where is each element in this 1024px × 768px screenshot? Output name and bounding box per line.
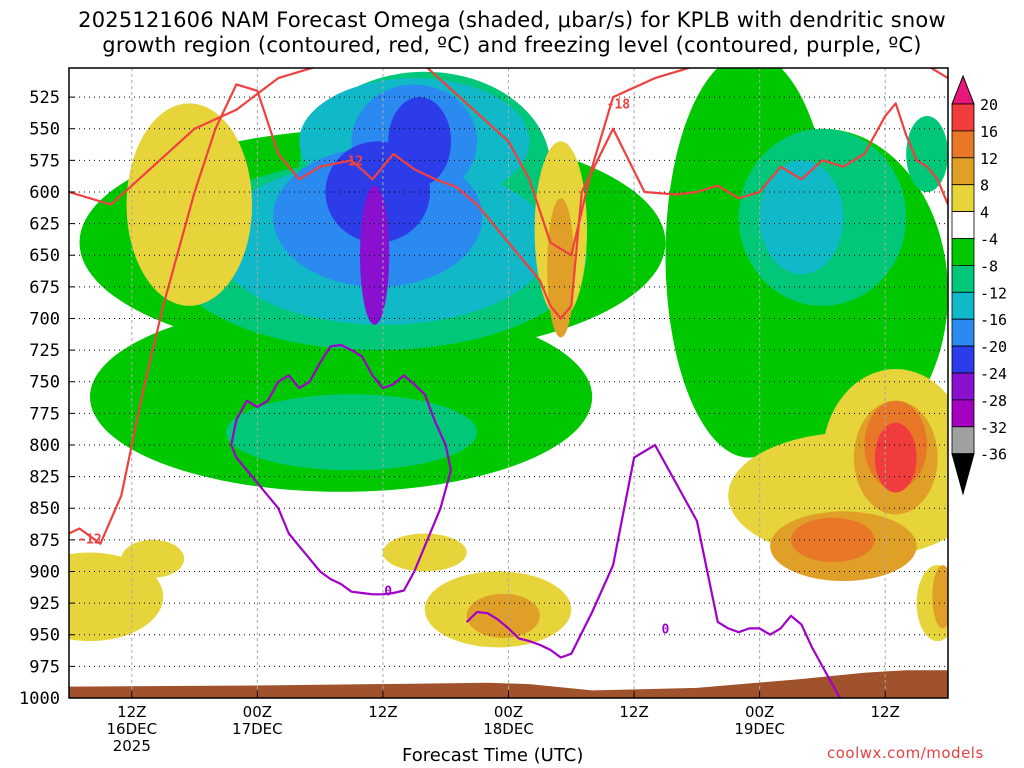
y-tick-label: 675 [29,278,60,298]
x-tick-label: 12Z [619,703,648,721]
omega-level-16 [874,422,917,493]
source-credit: coolwx.com/models [827,744,984,762]
chart-title-line-1: 2025121606 NAM Forecast Omega (shaded, μ… [78,8,946,32]
colorbar-swatch [951,372,975,401]
plot-area: -18 -12 -12 0 0 [69,68,948,698]
contour-label: 0 [384,584,392,599]
y-tick-label: 525 [29,88,60,108]
colorbar-label: 12 [980,150,998,168]
colorbar-swatch [951,184,975,212]
omega-blob [466,593,540,638]
y-tick-label: 700 [29,309,60,329]
y-tick-label: 975 [29,657,60,677]
colorbar-swatch [951,211,975,239]
y-tick-label: 550 [29,120,60,140]
colorbar-label: -8 [980,257,998,275]
colorbar-bottom-arrow [951,453,975,496]
contour--18C [69,68,948,257]
omega-blob [547,198,575,338]
colorbar-swatch [951,318,975,347]
contour-label: 0 [662,622,670,637]
colorbar-swatch [951,103,975,132]
omega-blob [759,160,844,275]
y-tick-label: 625 [29,215,60,235]
contour-label: -12 [340,154,363,169]
x-tick-label: 00Z [243,703,272,721]
x-tick-label: 12Z [368,703,397,721]
colorbar-swatch [951,157,975,186]
omega-blob [932,565,948,629]
contour-label: -12 [78,533,101,548]
omega-blob [874,422,917,493]
y-tick-label: 900 [29,562,60,582]
colorbar-top-arrow [951,74,975,105]
contour-freezing-level-1 [230,343,452,596]
x-tick-label: 2025 [113,737,151,755]
colorbar-swatch [951,399,975,428]
y-tick-label: 875 [29,531,60,551]
omega-blob [121,539,185,578]
colorbar-label: 16 [980,123,998,141]
colorbar-label: 4 [980,204,989,222]
contour-label: -18 [607,97,631,112]
y-tick-label: 575 [29,151,60,171]
y-tick-label: 600 [29,183,60,203]
colorbar-swatch [951,291,975,320]
colorbar-label: -24 [980,365,1007,383]
x-tick-label: 00Z [745,703,774,721]
omega-blob [791,517,875,563]
colorbar-label: -36 [980,446,1007,464]
y-tick-label: 1000 [19,689,60,709]
x-tick-label: 18DEC [483,720,534,738]
x-tick-label: 00Z [494,703,523,721]
colorbar-label: -28 [980,392,1007,410]
y-tick-label: 725 [29,341,60,361]
colorbar-label: -32 [980,419,1007,437]
x-tick-label: 16DEC [106,720,157,738]
y-tick-label: 750 [29,373,60,393]
contour-freezing-level-2 [465,443,842,698]
colorbar-label: -20 [980,338,1007,356]
y-tick-label: 950 [29,626,60,646]
colorbar-label: -4 [980,231,998,249]
colorbar-swatch [951,130,975,159]
omega-blob [126,103,253,306]
colorbar-swatch [951,345,975,374]
omega-blob [97,400,104,414]
y-tick-label: 775 [29,404,60,424]
y-tick-label: 800 [29,436,60,456]
x-tick-label: 17DEC [232,720,283,738]
terrain-ground [69,670,948,698]
y-tick-label: 825 [29,468,60,488]
x-tick-label: 12Z [871,703,900,721]
contour--12C [69,83,948,545]
colorbar-swatch [951,238,975,266]
colorbar-label: 8 [980,177,989,195]
x-tick-label: 12Z [117,703,146,721]
omega-blob [382,533,467,572]
y-tick-label: 925 [29,594,60,614]
colorbar-label: 20 [980,96,998,114]
y-tick-label: 650 [29,246,60,266]
colorbar-swatch [951,426,975,455]
y-tick-label: 850 [29,499,60,519]
chart-title-line-2: growth region (contoured, red, ºC) and f… [102,33,922,57]
colorbar-swatch [951,264,975,293]
omega-blob [388,97,451,186]
x-axis-label: Forecast Time (UTC) [402,745,584,766]
omega-blob [906,116,948,192]
x-tick-label: 19DEC [734,720,785,738]
colorbar-label: -16 [980,311,1007,329]
colorbar-label: -12 [980,284,1007,302]
